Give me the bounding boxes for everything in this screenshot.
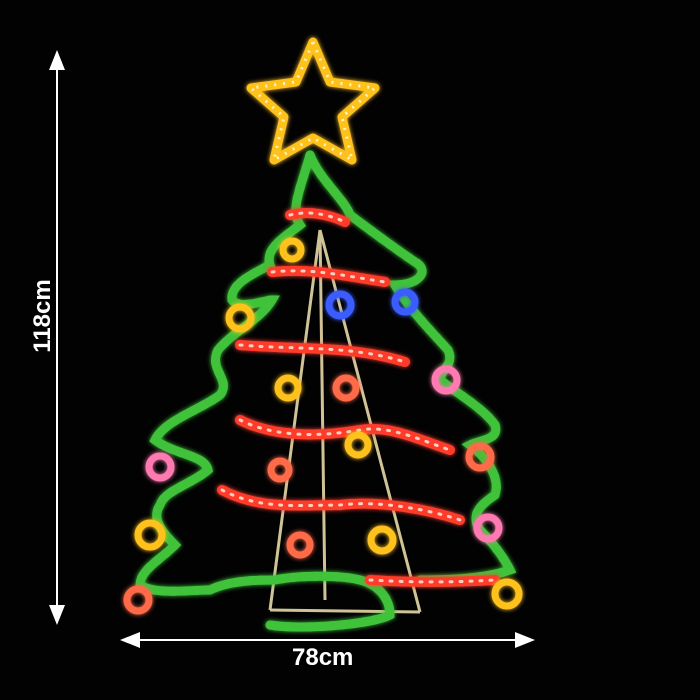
ornament [274,374,302,402]
ornament [123,585,153,615]
ornament [465,442,495,472]
ornament [431,365,461,395]
ornament [279,237,305,263]
ornament [473,513,503,543]
ornament [286,531,314,559]
ornament [225,303,255,333]
ornament [391,288,419,316]
width-label: 78cm [292,644,354,671]
ornament [344,431,372,459]
ornament [134,519,166,551]
ornament [367,525,397,555]
star-light [246,37,380,165]
ornament [332,374,360,402]
ornament [491,578,523,610]
ornament [325,290,355,320]
ornament-lights [123,237,523,615]
garland-lights [217,208,500,587]
ornament [267,457,293,483]
height-label: 118cm [29,279,56,353]
ornament [145,452,175,482]
